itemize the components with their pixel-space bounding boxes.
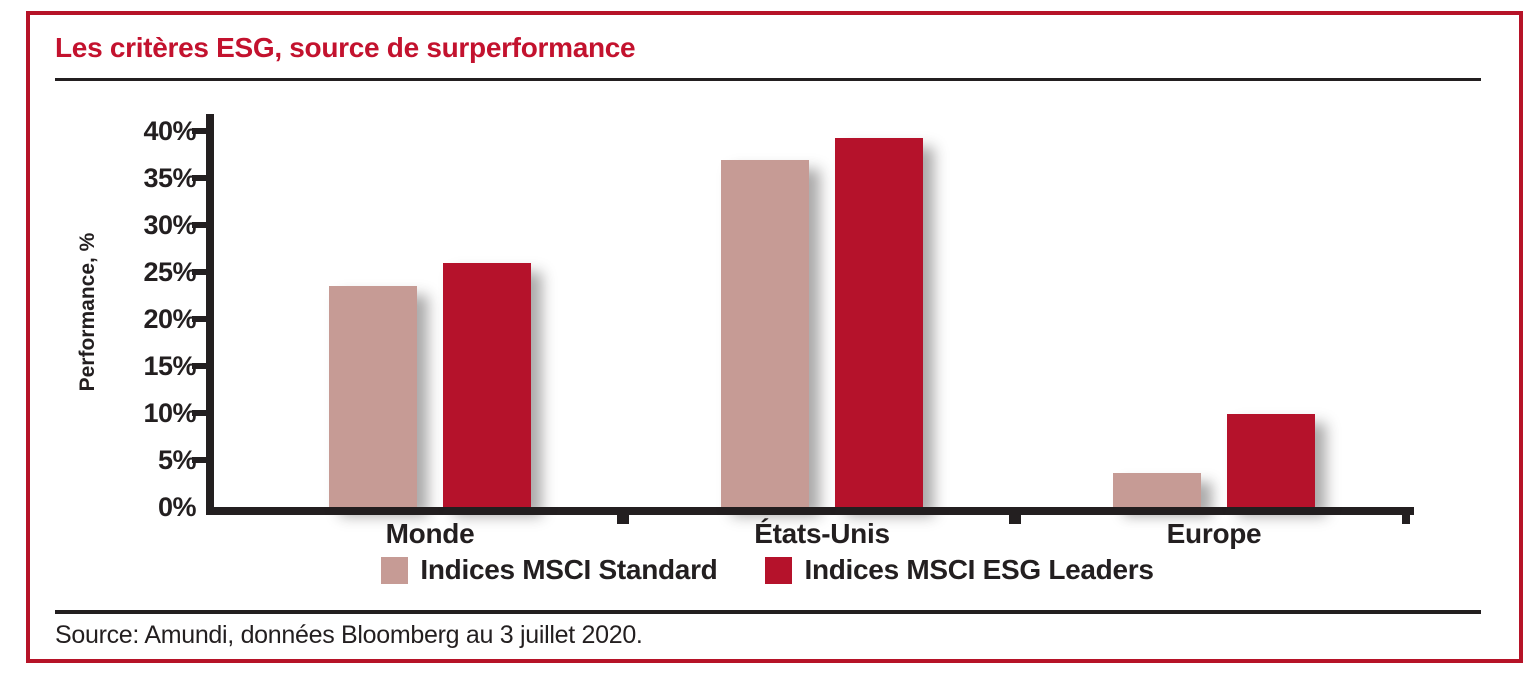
legend-swatch-esg-leaders <box>765 556 793 584</box>
legend-label-standard: Indices MSCI Standard <box>420 554 718 585</box>
bar-standard-1 <box>721 160 809 507</box>
x-category-label: Monde <box>385 518 475 549</box>
x-axis-tick <box>617 507 629 524</box>
legend-label-esg-leaders: Indices MSCI ESG Leaders <box>804 554 1154 585</box>
y-tick-label: 35% <box>143 163 196 193</box>
x-category-label: Europe <box>1166 518 1262 549</box>
bar-esg-leaders-1 <box>835 138 923 507</box>
y-tick-label: 30% <box>143 210 196 240</box>
y-tick-label: 40% <box>143 116 196 146</box>
x-category-label: États-Unis <box>754 518 890 549</box>
y-tick-label: 25% <box>143 257 196 287</box>
bar-esg-leaders-0 <box>443 263 531 507</box>
y-axis-tick <box>192 222 206 228</box>
legend-item-standard: Indices MSCI Standard <box>381 554 718 586</box>
x-axis-tick <box>1009 507 1021 524</box>
bar-standard-2 <box>1113 473 1201 507</box>
legend-item-esg-leaders: Indices MSCI ESG Leaders <box>765 554 1154 586</box>
bar-standard-0 <box>329 286 417 507</box>
y-axis-tick <box>192 269 206 275</box>
source-note: Source: Amundi, données Bloomberg au 3 j… <box>55 621 643 649</box>
footer-rule <box>55 610 1481 614</box>
chart-legend: Indices MSCI Standard Indices MSCI ESG L… <box>0 554 1535 586</box>
y-axis-tick <box>192 363 206 369</box>
y-axis-title: Performance, % <box>76 232 99 392</box>
y-axis-tick <box>192 128 206 134</box>
chart-title: Les critères ESG, source de surperforman… <box>55 32 636 63</box>
bar-esg-leaders-2 <box>1227 414 1315 507</box>
y-tick-label: 10% <box>143 398 196 428</box>
x-axis-end-tick <box>1402 507 1410 524</box>
y-axis-line <box>206 114 214 515</box>
legend-swatch-standard <box>381 556 409 584</box>
y-axis-tick <box>192 457 206 463</box>
y-axis-tick <box>192 175 206 181</box>
y-axis-tick <box>192 410 206 416</box>
y-tick-label: 0% <box>157 492 197 522</box>
y-axis-tick <box>192 316 206 322</box>
x-axis-line <box>206 507 1414 515</box>
title-underline-rule <box>55 78 1481 81</box>
y-tick-label: 5% <box>157 445 197 475</box>
y-tick-label: 15% <box>143 351 196 381</box>
y-tick-label: 20% <box>143 304 196 334</box>
